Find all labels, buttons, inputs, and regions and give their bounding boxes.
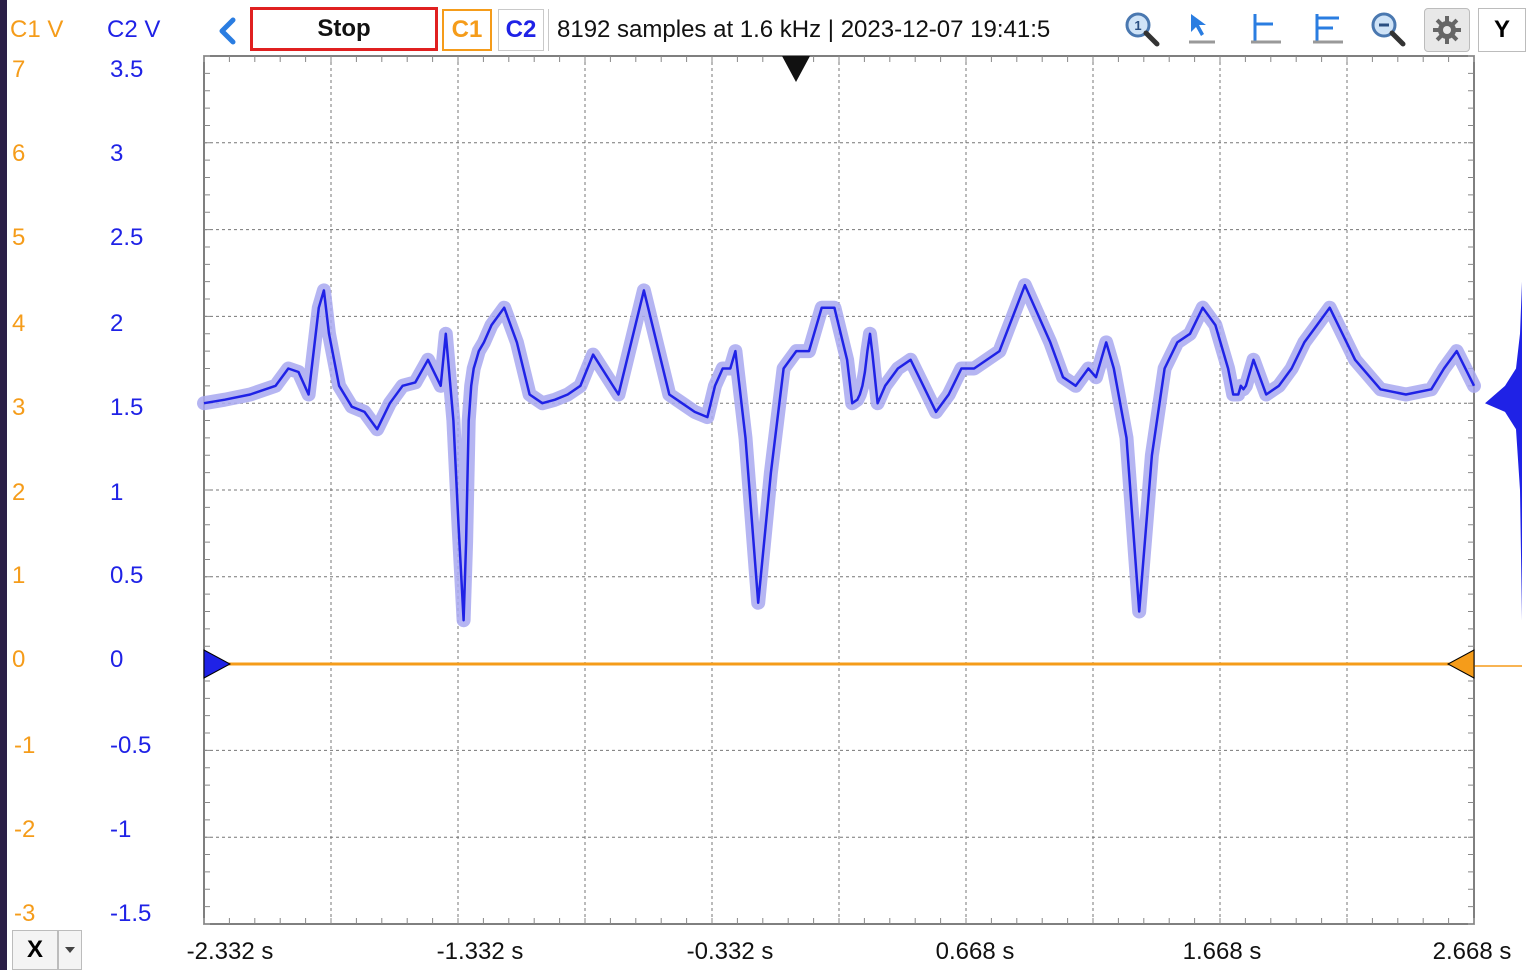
c1-tick: 1 xyxy=(12,562,26,589)
c1-tick: 0 xyxy=(12,646,26,673)
zoom-out-icon xyxy=(1371,12,1406,47)
c1-tick: 7 xyxy=(12,56,26,83)
acquisition-info-text: 8192 samples at 1.6 kHz | 2023-12-07 19:… xyxy=(557,16,1051,43)
c2-tick: 2.5 xyxy=(110,224,144,251)
c1-channel-button[interactable]: C1 xyxy=(442,9,492,51)
c2-tick: 0 xyxy=(110,646,124,673)
window-edge xyxy=(0,0,7,970)
c1-tick: 3 xyxy=(12,394,26,421)
x-axis-dropdown[interactable] xyxy=(58,930,82,970)
c1-tick: -2 xyxy=(14,816,36,843)
plot-grid xyxy=(204,56,1474,924)
x-tick: 1.668 s xyxy=(1182,938,1262,965)
chevron-down-icon xyxy=(65,947,75,953)
c2-channel-button[interactable]: C2 xyxy=(498,9,544,51)
c2-tick: 3 xyxy=(110,140,124,167)
zoom-1-icon: 1 xyxy=(1125,12,1160,47)
c1-tick: -3 xyxy=(14,900,36,927)
toolbar: C1 V C2 V Stop C1 C2 8192 samples at 1.6… xyxy=(0,0,1526,60)
c1-tick: 6 xyxy=(12,140,26,167)
chevron-left-icon xyxy=(219,17,236,45)
zoom-out-button[interactable] xyxy=(1368,8,1408,50)
cursor-button[interactable] xyxy=(1182,8,1222,50)
measure-level-icon xyxy=(1251,14,1281,44)
c2-trace xyxy=(203,283,1476,622)
c2-tick: 1 xyxy=(110,479,124,506)
trigger-time-marker xyxy=(782,56,810,82)
gear-icon xyxy=(1433,16,1461,44)
measure-multi-level-button[interactable] xyxy=(1308,8,1348,50)
cursor-arrow-icon xyxy=(1189,14,1215,44)
c2-tick: 0.5 xyxy=(110,562,144,589)
c2-tick: -0.5 xyxy=(110,732,152,759)
svg-text:1: 1 xyxy=(1134,18,1141,33)
collapse-button[interactable] xyxy=(212,12,242,50)
c1-offset-marker xyxy=(1446,649,1475,679)
x-tick: -0.332 s xyxy=(686,938,774,965)
x-tick: -1.332 s xyxy=(436,938,524,965)
c1-tick: 4 xyxy=(12,310,26,337)
measure-multi-level-icon xyxy=(1313,14,1343,44)
c1-axis-label: C1 V xyxy=(10,16,64,43)
c2-tick: 1.5 xyxy=(110,394,144,421)
plot-minor-ticks xyxy=(203,55,1475,925)
c1-tick: -1 xyxy=(14,732,36,759)
c1-tick: 5 xyxy=(12,224,26,251)
c2-histogram xyxy=(1485,281,1522,621)
minor-tick-marks xyxy=(203,55,1475,925)
acquisition-info: 8192 samples at 1.6 kHz | 2023-12-07 19:… xyxy=(548,9,1114,51)
c2-axis-label: C2 V xyxy=(107,16,161,43)
c2-tick: -1 xyxy=(110,816,132,843)
stop-button[interactable]: Stop xyxy=(250,7,438,51)
measure-level-button[interactable] xyxy=(1246,8,1286,50)
c1-tick: 2 xyxy=(12,479,26,506)
c2-tick: 3.5 xyxy=(110,56,144,83)
zoom-1-button[interactable]: 1 xyxy=(1122,8,1162,50)
x-axis-button[interactable]: X xyxy=(12,930,58,970)
x-tick: 0.668 s xyxy=(935,938,1015,965)
x-tick: 2.668 s xyxy=(1432,938,1512,965)
c2-offset-marker xyxy=(203,649,232,679)
c2-tick: -1.5 xyxy=(110,900,152,927)
c2-tick: 2 xyxy=(110,310,124,337)
settings-button[interactable] xyxy=(1424,8,1470,52)
x-tick: -2.332 s xyxy=(186,938,274,965)
